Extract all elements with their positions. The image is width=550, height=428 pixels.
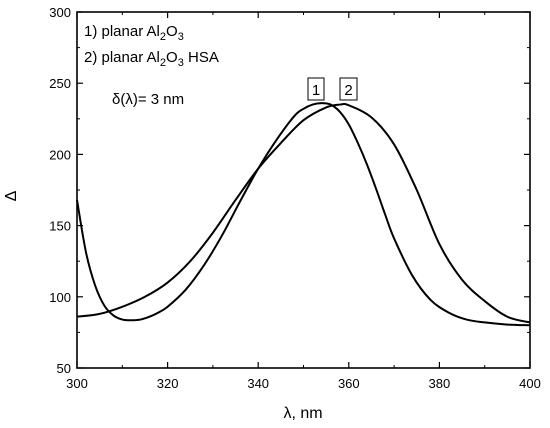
legend-entry-1: 1) planar Al2O3 <box>84 23 184 43</box>
annotation-delta: δ(λ)= 3 nm <box>112 91 184 108</box>
x-tick-label: 400 <box>519 376 541 391</box>
x-tick-label: 380 <box>429 376 451 391</box>
y-tick-label: 150 <box>49 219 71 234</box>
axes-ticks <box>76 11 531 369</box>
y-tick-label: 50 <box>57 361 71 376</box>
curve-label-2: 2 <box>344 82 352 99</box>
y-tick-label: 100 <box>49 290 71 305</box>
x-tick-label: 360 <box>338 376 360 391</box>
curve-label-2-box <box>339 77 358 101</box>
y-tick-label: 300 <box>49 5 71 20</box>
x-tick-label: 340 <box>247 376 269 391</box>
legend-entry-2: 2) planar Al2O3 HSA <box>84 49 219 69</box>
tick-labels: 300 320 340 360 380 400 50 100 150 200 250 300 <box>49 5 541 391</box>
x-axis-title: λ, nm <box>283 405 322 422</box>
curve-label-1-box <box>307 77 325 101</box>
curve-label-1: 1 <box>312 82 320 99</box>
y-tick-label: 200 <box>49 147 71 162</box>
series-2-line <box>76 102 531 324</box>
y-axis-title: Δ <box>3 190 20 201</box>
y-tick-label: 250 <box>49 76 71 91</box>
x-tick-label: 320 <box>157 376 179 391</box>
curves <box>76 102 531 327</box>
series-1-line <box>76 102 531 327</box>
x-tick-label: 300 <box>66 376 88 391</box>
